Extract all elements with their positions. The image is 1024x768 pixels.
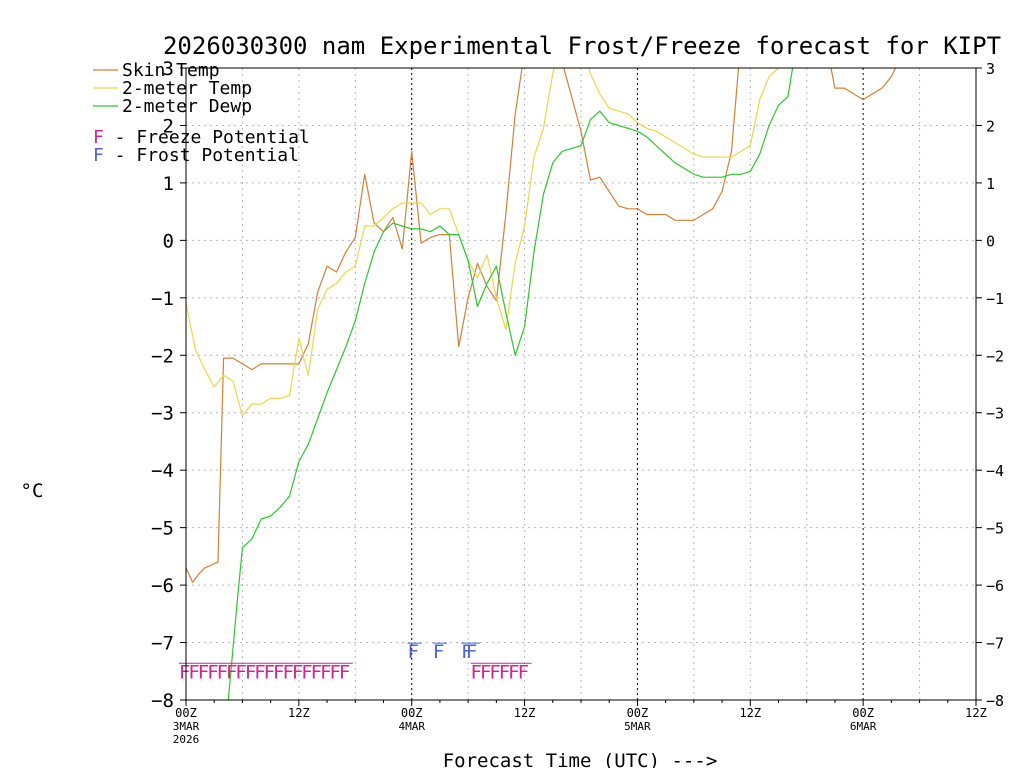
potential-legend-letter: F	[93, 127, 104, 148]
series-layer	[186, 68, 897, 700]
legend-entry: Skin Temp	[122, 60, 220, 81]
freeze-marker: F	[273, 661, 284, 683]
x-axis-label: Forecast Time (UTC) --->	[443, 750, 718, 768]
x-tick-date: 3MAR	[173, 720, 200, 733]
y-tick-label-right: −2	[986, 347, 1004, 365]
y-tick-label-left: 3	[163, 58, 174, 80]
x-tick-label: 12Z	[514, 706, 536, 720]
freeze-marker: F	[245, 661, 256, 683]
x-tick-date: 4MAR	[398, 720, 425, 733]
frost-marker: F	[433, 641, 444, 663]
freeze-marker: F	[311, 661, 322, 683]
y-tick-label-left: 1	[163, 173, 174, 195]
freeze-marker: F	[489, 661, 500, 683]
y-tick-label-left: 0	[163, 230, 174, 252]
x-tick-label: 00Z	[401, 706, 423, 720]
freeze-marker: F	[301, 661, 312, 683]
x-tick-label: 12Z	[288, 706, 310, 720]
freeze-marker: F	[508, 661, 519, 683]
y-tick-label-right: 0	[986, 232, 995, 250]
y-axis-right: 3 2 1 0 −1 −2 −3 −4 −5 −6 −7 −8	[976, 60, 1004, 710]
series-2-meter-dewp	[227, 68, 794, 700]
y-tick-label-right: 1	[986, 175, 995, 193]
frost-marker: F	[466, 641, 477, 663]
freeze-marker: F	[320, 661, 331, 683]
y-tick-label-left: −8	[151, 690, 174, 712]
y-tick-label-right: −8	[986, 692, 1004, 710]
y-tick-label-right: −5	[986, 520, 1004, 538]
x-tick-label: 12Z	[739, 706, 761, 720]
series-skin-temp	[186, 68, 897, 583]
freeze-marker: F	[282, 661, 293, 683]
freeze-marker: F	[235, 661, 246, 683]
freeze-marker: F	[264, 661, 275, 683]
x-tick-label: 00Z	[852, 706, 874, 720]
freeze-marker: F	[198, 661, 209, 683]
freeze-marker: F	[217, 661, 228, 683]
y-tick-label-left: −3	[151, 403, 174, 425]
freeze-marker: F	[207, 661, 218, 683]
y-axis-left: 3 2 1 0 −1 −2 −3 −4 −5 −6 −7 −8	[151, 58, 186, 712]
freeze-marker: F	[499, 661, 510, 683]
freeze-marker: F	[471, 661, 482, 683]
y-tick-label-left: −1	[151, 288, 174, 310]
potential-legend-entry: F - Freeze Potential	[93, 127, 310, 148]
y-axis-label: °C	[21, 480, 44, 502]
x-tick-label: 00Z	[175, 706, 197, 720]
freeze-marker: F	[188, 661, 199, 683]
y-tick-label-left: −4	[151, 460, 174, 482]
y-tick-label-right: −4	[986, 462, 1004, 480]
y-tick-label-right: −6	[986, 577, 1004, 595]
y-tick-label-right: −1	[986, 290, 1004, 308]
freeze-marker: F	[329, 661, 340, 683]
freeze-marker: F	[518, 661, 529, 683]
y-tick-label-left: −5	[151, 518, 174, 540]
x-tick-date: 6MAR	[850, 720, 877, 733]
y-tick-label-right: 2	[986, 117, 995, 135]
potential-legend-letter: F	[93, 145, 104, 166]
x-tick-label: 12Z	[965, 706, 987, 720]
plot-frame	[185, 67, 977, 701]
frost-marker: F	[408, 641, 419, 663]
y-tick-label-right: −3	[986, 405, 1004, 423]
legend-entry: 2-meter Dewp	[122, 96, 252, 117]
freeze-marker: F	[179, 661, 190, 683]
potential-legend-text: - Freeze Potential	[104, 127, 310, 148]
y-tick-label-right: 3	[986, 60, 995, 78]
potential-legend-entry: F - Frost Potential	[93, 145, 299, 166]
chart-title: 2026030300 nam Experimental Frost/Freeze…	[163, 32, 1001, 60]
x-tick-label: 00Z	[627, 706, 649, 720]
freeze-marker: F	[254, 661, 265, 683]
legend-entry: 2-meter Temp	[122, 78, 252, 99]
frost-marker: F	[461, 641, 472, 663]
freeze-marker: F	[292, 661, 303, 683]
series-2-meter-temp	[186, 68, 780, 417]
grid	[186, 68, 976, 700]
y-tick-label-left: −2	[151, 345, 174, 367]
y-tick-label-left: −6	[151, 575, 174, 597]
freeze-marker: F	[480, 661, 491, 683]
potential-legend-text: - Frost Potential	[104, 145, 299, 166]
freeze-marker: F	[339, 661, 350, 683]
y-tick-label-left: 2	[163, 115, 174, 137]
y-tick-label-left: −7	[151, 633, 174, 655]
y-tick-label-right: −7	[986, 635, 1004, 653]
x-tick-year: 2026	[173, 733, 200, 746]
freeze-marker: F	[226, 661, 237, 683]
x-tick-date: 5MAR	[624, 720, 651, 733]
